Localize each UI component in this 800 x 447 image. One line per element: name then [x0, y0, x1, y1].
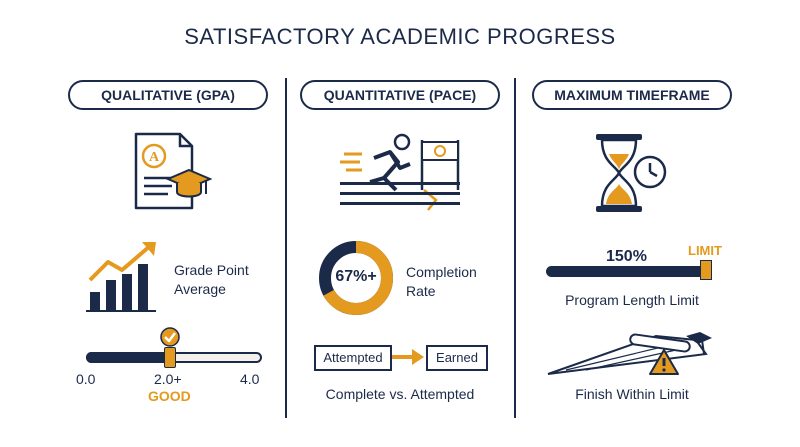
clock-icon [633, 155, 667, 189]
pace-metric-label-line2: Rate [406, 283, 436, 299]
column-divider-right [514, 78, 516, 418]
track-line-2 [340, 192, 460, 195]
track-line-3 [340, 202, 460, 205]
gpa-scale-mid: 2.0+ [154, 371, 182, 387]
growth-chart-icon [86, 242, 156, 312]
checkmark-icon [160, 327, 180, 347]
arrow-right-icon [392, 349, 424, 365]
gpa-metric-label-line2: Average [174, 281, 226, 297]
gpa-scale-max: 4.0 [240, 371, 260, 387]
completion-donut-chart [319, 241, 393, 315]
attempted-box: Attempted [314, 345, 392, 371]
timeframe-percent: 150% [606, 248, 647, 265]
gpa-scale-fill [86, 352, 168, 363]
gpa-scale-min: 0.0 [76, 371, 96, 387]
header-maximum-timeframe: MAXIMUM TIMEFRAME [532, 80, 732, 110]
timeframe-caption-2: Finish Within Limit [575, 386, 689, 402]
limit-tag: LIMIT [688, 243, 722, 258]
pace-metric-label-line1: Completion [406, 264, 477, 280]
finish-flag-icon [420, 140, 460, 211]
column-divider-left [285, 78, 287, 418]
timeframe-bar [546, 266, 702, 277]
warning-icon [649, 349, 679, 375]
timeframe-caption-1: Program Length Limit [565, 292, 699, 308]
gpa-threshold-marker [164, 347, 176, 368]
diploma-icon [547, 332, 712, 375]
earned-box: Earned [426, 345, 488, 371]
gpa-metric-label-line1: Grade Point [174, 262, 249, 278]
page-title: SATISFACTORY ACADEMIC PROGRESS [184, 24, 616, 49]
header-quantitative-pace: QUANTITATIVE (PACE) [300, 80, 500, 110]
graduation-cap-icon [166, 168, 212, 198]
svg-text:A: A [149, 150, 160, 165]
gpa-status-good: GOOD [148, 388, 191, 404]
header-qualitative-gpa: QUALITATIVE (GPA) [68, 80, 268, 110]
pace-caption: Complete vs. Attempted [325, 386, 475, 402]
track-line-1 [340, 182, 460, 185]
hourglass-icon [596, 134, 642, 212]
timeframe-limit-marker [700, 260, 712, 280]
donut-center-label: 67%+ [335, 268, 377, 285]
